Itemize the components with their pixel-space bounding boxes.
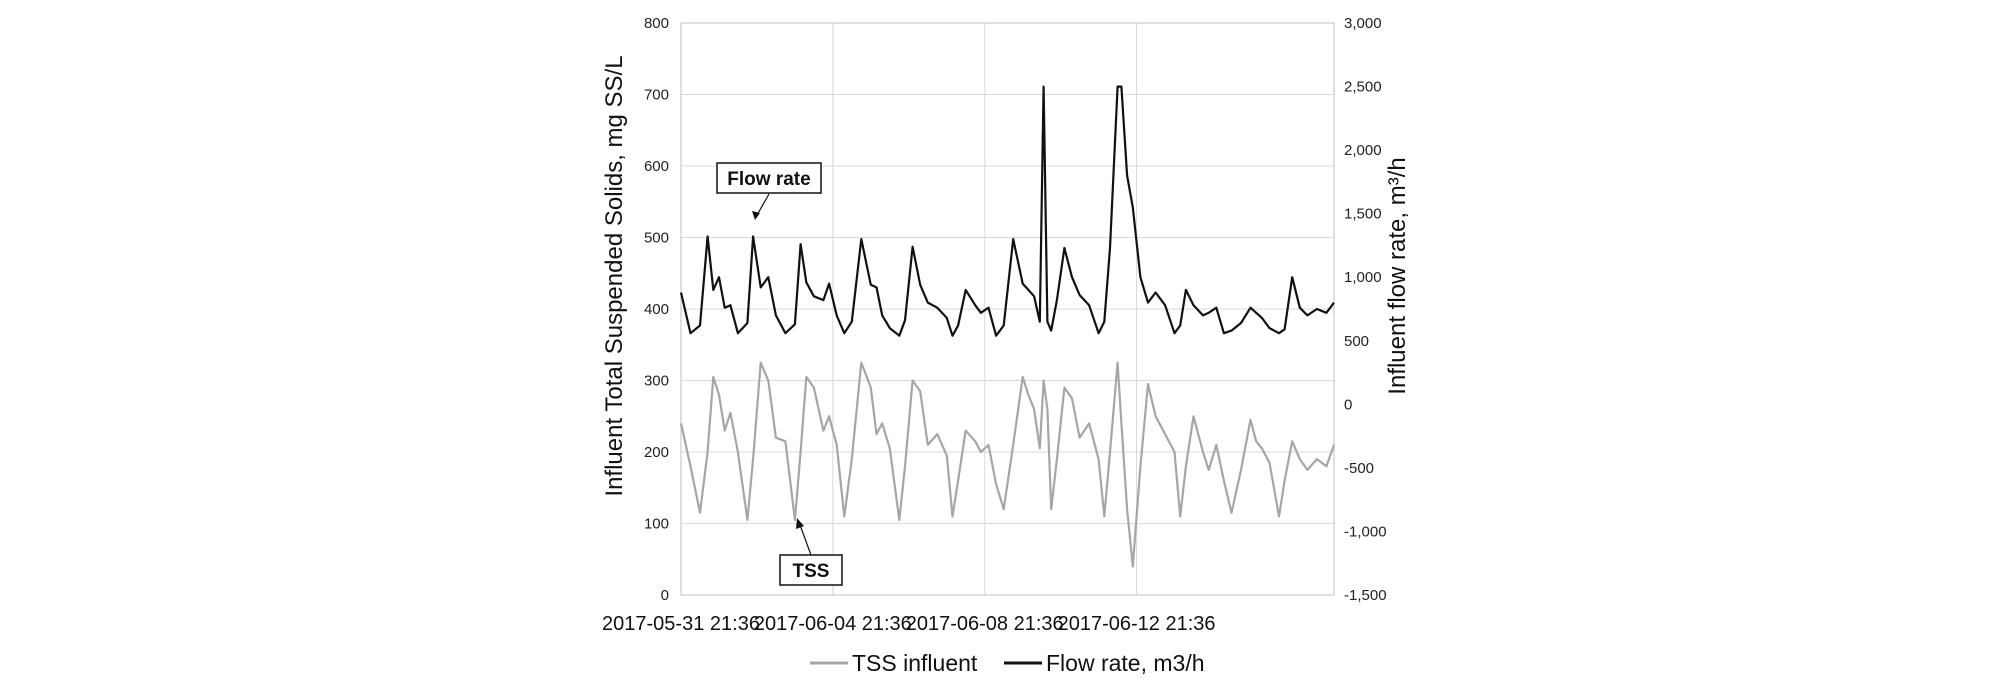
right-tick-label: 1,000 (1344, 269, 1382, 286)
annotation-tss-arrowhead (796, 518, 804, 529)
right-tick-label: 500 (1344, 333, 1369, 350)
left-tick-label: 300 (644, 373, 669, 390)
x-tick-label: 2017-06-12 21:36 (1058, 613, 1216, 635)
legend-label-flow: Flow rate, m3/h (1046, 650, 1205, 676)
annotation-flow-rate: Flow rate (716, 162, 822, 220)
left-tick-label: 600 (644, 158, 669, 175)
right-tick-label: -1,500 (1344, 587, 1387, 604)
annotation-flow-rate-box (716, 162, 822, 194)
x-tick-label: 2017-06-08 21:36 (906, 613, 1064, 635)
legend: TSS influent Flow rate, m3/h (810, 650, 1205, 676)
left-y-axis: 0 100 200 300 400 500 600 700 800 (644, 15, 669, 604)
right-y-axis: -1,500 -1,000 -500 0 500 1,000 1,500 2,000 2,500… (1344, 15, 1387, 604)
plot-area (680, 22, 1335, 596)
annotation-flow-rate-arrow (756, 193, 770, 216)
right-tick-label: 2,000 (1344, 142, 1382, 159)
left-tick-label: 400 (644, 301, 669, 318)
x-tick-label: 2017-06-04 21:36 (754, 613, 912, 635)
left-tick-label: 100 (644, 516, 669, 533)
series-line-flow-rate (679, 85, 1335, 337)
left-tick-label: 200 (644, 444, 669, 461)
right-tick-label: 3,000 (1344, 15, 1382, 32)
right-axis-title: Influent flow rate, m³/h (1384, 157, 1411, 394)
left-tick-label: 500 (644, 230, 669, 247)
left-axis-title: Influent Total Suspended Solids, mg SS/L (601, 55, 628, 496)
left-tick-label: 800 (644, 15, 669, 32)
legend-label-tss: TSS influent (852, 650, 978, 676)
annotation-flow-rate-arrowhead (752, 211, 760, 220)
right-tick-label: 0 (1344, 396, 1352, 413)
series-layer (679, 85, 1336, 568)
annotation-tss: TSS (779, 518, 843, 586)
x-tick-label: 2017-05-31 21:36 (602, 613, 760, 635)
annotation-tss-box (779, 554, 843, 586)
right-tick-label: -500 (1344, 460, 1374, 477)
right-tick-label: -1,000 (1344, 523, 1387, 540)
series-line-tss (679, 361, 1336, 568)
left-tick-label: 0 (661, 587, 669, 604)
right-tick-label: 1,500 (1344, 206, 1382, 223)
annotation-tss-arrow (799, 524, 812, 556)
right-tick-label: 2,500 (1344, 79, 1382, 96)
annotation-flow-rate-label: Flow rate (727, 169, 810, 190)
left-tick-label: 700 (644, 87, 669, 104)
annotation-tss-label: TSS (793, 561, 830, 582)
